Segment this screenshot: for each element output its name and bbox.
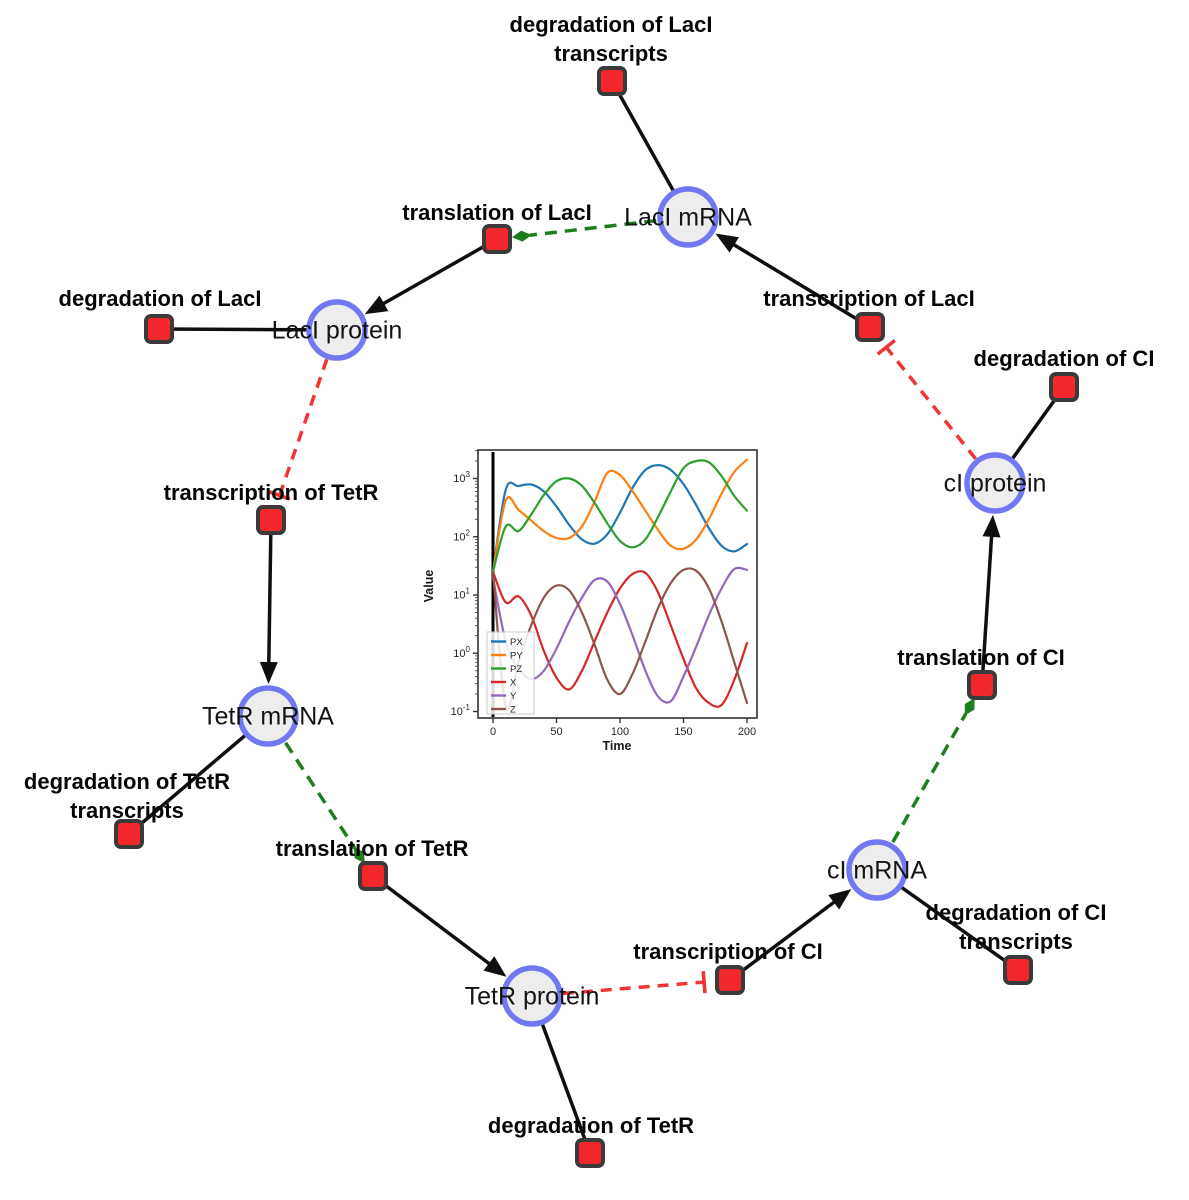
reaction-label-transl-ci: translation of CI xyxy=(897,645,1064,670)
edge-inhibition-ci-protein-transcr-laci xyxy=(884,346,977,460)
edge-production-transl-tetr-tetr-protein-arrowhead-icon xyxy=(483,956,507,977)
reaction-label-transcr-ci: transcription of CI xyxy=(633,939,822,964)
reaction-node-deg-ci-tr xyxy=(1003,955,1033,985)
edge-production-transcr-laci-laci-mrna-arrowhead-icon xyxy=(715,233,739,253)
x-axis-tick-label: 0 xyxy=(490,726,496,738)
edge-production-transl-laci-laci-protein-arrowhead-icon xyxy=(364,295,389,315)
edge-inhibition-ci-protein-transcr-laci-tbar-icon xyxy=(876,339,896,356)
edge-production-transl-ci-ci-protein xyxy=(980,526,994,686)
species-node-laci-protein xyxy=(306,299,368,361)
reaction-node-transcr-ci xyxy=(715,965,745,995)
legend-label-pz: PZ xyxy=(510,664,522,675)
legend-label-y: Y xyxy=(510,691,517,702)
reaction-label-transcr-tetr: transcription of TetR xyxy=(164,480,379,505)
edge-production-transcr-ci-ci-mrna xyxy=(728,894,843,982)
reaction-node-transcr-laci xyxy=(855,312,885,342)
legend-label-px: PX xyxy=(510,637,523,648)
reaction-node-transl-ci xyxy=(967,670,997,700)
reaction-node-deg-laci-tr xyxy=(597,66,627,96)
species-label-ci-mrna: cI mRNA xyxy=(827,857,927,885)
reaction-node-deg-tetr xyxy=(575,1138,605,1168)
chart-series-py xyxy=(491,458,749,573)
y-axis-tick-label: 101 xyxy=(453,587,470,602)
edge-modifier-laci-mrna-transl-laci-arrowhead-icon xyxy=(511,230,532,242)
x-axis-tick-label: 150 xyxy=(674,726,692,738)
reaction-label-deg-laci-tr: degradation of LacI xyxy=(510,12,713,37)
reaction-label-deg-tetr-tr: transcripts xyxy=(70,798,184,823)
edge-modifier-tetr-mrna-transl-tetr xyxy=(284,741,357,850)
legend-label-z: Z xyxy=(510,705,516,716)
reaction-node-deg-ci xyxy=(1049,372,1079,402)
reaction-label-deg-tetr: degradation of TetR xyxy=(488,1113,694,1138)
chart-series-z xyxy=(491,567,749,711)
edge-inhibition-tetr-protein-transcr-ci xyxy=(562,980,705,996)
edge-production-transcr-ci-ci-mrna-arrowhead-icon xyxy=(828,889,852,910)
edge-modifier-ci-mrna-transl-ci-arrowhead-icon xyxy=(964,698,975,716)
y-axis-tick-label: 102 xyxy=(453,528,470,543)
edge-modifier-ci-mrna-transl-ci xyxy=(891,712,968,844)
edge-production-transl-laci-laci-protein xyxy=(374,237,498,310)
reaction-node-transl-laci xyxy=(482,224,512,254)
species-label-laci-protein: LacI protein xyxy=(272,317,403,345)
species-node-tetr-protein xyxy=(501,965,563,1027)
y-axis-title: Value xyxy=(422,570,436,603)
edge-production-transl-ci-ci-protein-arrowhead-icon xyxy=(982,514,1001,538)
species-node-tetr-mrna xyxy=(237,685,299,747)
reaction-node-deg-laci xyxy=(144,314,174,344)
edge-production-transcr-tetr-tetr-mrna-arrowhead-icon xyxy=(259,661,278,685)
chart-series-x xyxy=(491,570,749,708)
reaction-label-transl-tetr: translation of TetR xyxy=(276,836,469,861)
species-node-ci-mrna xyxy=(846,839,908,901)
inset-simulation-chart: 0 50 100 150 200 10-1 100 101 102 103 Time Value PX P… xyxy=(422,449,758,753)
legend-label-x: X xyxy=(510,678,517,689)
reaction-label-transcr-laci: transcription of LacI xyxy=(763,286,974,311)
reaction-label-deg-ci-tr: degradation of CI xyxy=(926,900,1107,925)
edge-modifier-tetr-mrna-transl-tetr-arrowhead-icon xyxy=(353,846,365,864)
species-label-tetr-protein: TetR protein xyxy=(465,983,600,1011)
chart-series-pz xyxy=(491,459,749,573)
x-axis-tick-label: 100 xyxy=(611,726,629,738)
edge-inhibition-tetr-protein-transcr-ci-tbar-icon xyxy=(701,970,707,994)
y-axis-tick-label: 10-1 xyxy=(451,703,471,718)
chart-series-group xyxy=(491,452,749,717)
edge-inhibition-laci-protein-transcr-tetr xyxy=(277,358,329,497)
reaction-label-deg-tetr-tr: degradation of TetR xyxy=(24,769,230,794)
edge-production-transcr-laci-laci-mrna xyxy=(724,238,871,329)
reaction-node-transcr-tetr xyxy=(256,505,286,535)
legend-label-py: PY xyxy=(510,651,523,662)
species-node-ci-protein xyxy=(964,452,1026,514)
reaction-node-deg-tetr-tr xyxy=(114,819,144,849)
edge-modifier-laci-mrna-transl-laci xyxy=(529,218,657,237)
species-label-tetr-mrna: TetR mRNA xyxy=(202,703,334,731)
edge-inhibition-laci-protein-transcr-tetr-tbar-icon xyxy=(268,490,291,501)
species-node-laci-mrna xyxy=(657,186,719,248)
species-label-laci-mrna: LacI mRNA xyxy=(624,204,752,232)
y-axis-tick-label: 103 xyxy=(453,470,470,485)
labels-layer: LacI mRNA LacI protein TetR mRNA TetR prote… xyxy=(24,12,1155,1138)
chart-legend xyxy=(486,631,535,715)
reaction-label-deg-ci: degradation of CI xyxy=(974,346,1155,371)
reaction-node-transl-tetr xyxy=(358,861,388,891)
reaction-label-deg-laci: degradation of LacI xyxy=(59,286,262,311)
species-label-ci-protein: cI protein xyxy=(944,470,1047,498)
y-axis-tick-label: 100 xyxy=(453,645,470,660)
reaction-label-transl-laci: translation of LacI xyxy=(402,200,591,225)
edge-production-transl-tetr-tetr-protein xyxy=(371,874,498,971)
nodes-layer xyxy=(114,66,1079,1168)
x-axis-title: Time xyxy=(603,739,632,753)
reaction-label-deg-ci-tr: transcripts xyxy=(959,929,1073,954)
edge-production-transcr-tetr-tetr-mrna xyxy=(266,519,273,673)
reaction-label-deg-laci-tr: transcripts xyxy=(554,41,668,66)
x-axis-tick-label: 200 xyxy=(738,726,756,738)
x-axis-tick-label: 50 xyxy=(550,726,562,738)
chart-series-px xyxy=(491,463,749,573)
